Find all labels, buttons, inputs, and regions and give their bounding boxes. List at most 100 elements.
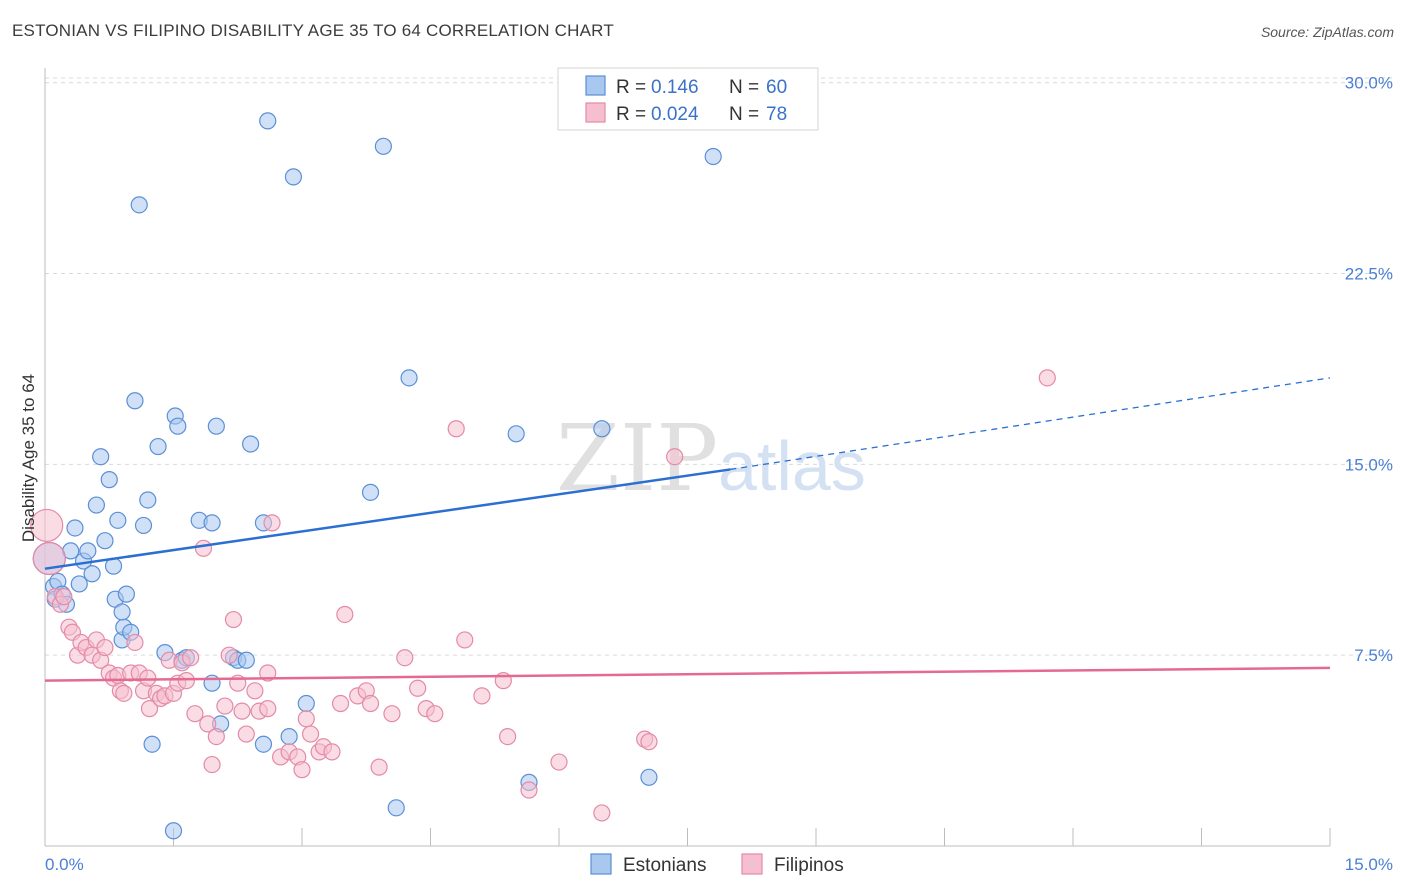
chart-title: ESTONIAN VS FILIPINO DISABILITY AGE 35 T… xyxy=(12,21,614,40)
filipinos-point xyxy=(293,761,311,779)
filipinos-point xyxy=(216,697,234,715)
filipinos-point xyxy=(666,448,684,466)
estonians-point xyxy=(259,112,277,130)
filipinos-point xyxy=(383,705,401,723)
estonians-point xyxy=(237,651,255,669)
filipinos-point xyxy=(207,727,225,746)
filipinos-legend-swatch xyxy=(585,102,606,123)
legend: R = 0.146 N = 60 R = 0.024 N = 78 xyxy=(557,67,819,131)
filipinos-point xyxy=(473,687,491,705)
watermark-atlas: atlas xyxy=(718,427,866,505)
estonians-point xyxy=(242,435,260,453)
filipinos-point xyxy=(182,649,200,667)
estonians-point xyxy=(254,735,273,753)
estonians-point xyxy=(100,471,118,489)
estonians-point xyxy=(113,603,131,621)
estonians-legend-swatch xyxy=(585,75,606,96)
filipinos-point xyxy=(1038,369,1056,387)
filipinos-point xyxy=(126,633,144,652)
filipinos-point xyxy=(323,743,341,761)
y-tick-label: 22.5% xyxy=(1345,265,1393,284)
estonians-point xyxy=(280,727,298,746)
filipinos-point xyxy=(331,694,350,713)
filipinos-point xyxy=(550,753,568,771)
estonians-trend-line xyxy=(44,468,731,570)
filipinos-point xyxy=(426,705,444,723)
filipinos-point xyxy=(301,725,320,743)
trend-layer xyxy=(44,377,1331,682)
filipinos-point xyxy=(32,541,66,576)
estonians-point xyxy=(117,585,135,603)
estonians-point xyxy=(66,519,84,537)
estonians-point xyxy=(109,511,127,529)
filipinos-point xyxy=(140,700,159,718)
filipinos-point xyxy=(224,610,243,629)
legend-n-label: N = xyxy=(729,77,759,98)
filipinos-bottom-label: Filipinos xyxy=(774,855,844,876)
estonians-point xyxy=(134,516,153,535)
y-axis-title: Disability Age 35 to 64 xyxy=(19,374,38,542)
filipinos-point xyxy=(456,631,474,649)
estonians-point xyxy=(83,565,101,583)
estonians-point xyxy=(593,420,611,438)
y-tick-label: 30.0% xyxy=(1345,74,1393,93)
estonians-point xyxy=(704,147,722,166)
filipinos-point xyxy=(246,682,264,700)
estonians-point xyxy=(387,799,405,817)
estonians-point xyxy=(79,542,97,560)
filipinos-point xyxy=(499,727,517,746)
filipinos-point xyxy=(220,646,238,664)
estonians-point xyxy=(507,425,525,443)
estonians-trend-extension xyxy=(730,377,1331,471)
estonians-point xyxy=(374,137,392,155)
estonians-bottom-label: Estonians xyxy=(623,855,706,876)
filipinos-point xyxy=(30,508,64,543)
y-tick-label: 7.5% xyxy=(1354,646,1393,665)
estonians-point xyxy=(169,417,187,435)
filipinos-point xyxy=(520,781,538,799)
legend-n-value: 78 xyxy=(766,104,787,125)
estonians-point xyxy=(130,196,148,214)
estonians-point xyxy=(203,674,221,692)
filipinos-point xyxy=(139,669,157,687)
legend-r-value: 0.146 xyxy=(651,77,699,98)
legend-r-label: R = xyxy=(616,77,646,98)
estonians-bottom-swatch xyxy=(590,853,612,875)
estonians-point xyxy=(164,822,183,840)
grid-layer xyxy=(45,77,1392,656)
estonians-point xyxy=(207,417,225,435)
watermark: ZIP atlas xyxy=(556,405,866,512)
estonians-point xyxy=(361,483,380,501)
filipinos-point xyxy=(237,725,255,743)
filipinos-point xyxy=(370,758,388,776)
filipinos-point xyxy=(194,539,213,557)
points-layer xyxy=(30,112,1056,840)
x-tick-label: 15.0% xyxy=(1345,855,1393,874)
estonians-point xyxy=(126,392,144,410)
estonians-point xyxy=(284,168,303,186)
filipinos-point xyxy=(396,649,414,667)
filipinos-bottom-swatch xyxy=(741,853,763,875)
legend-r-label: R = xyxy=(616,104,646,125)
estonians-point xyxy=(203,514,221,532)
estonians-point xyxy=(640,768,658,786)
x-tick-label: 0.0% xyxy=(45,855,84,874)
filipinos-point xyxy=(177,672,195,690)
estonians-point xyxy=(92,448,110,466)
filipinos-point xyxy=(259,664,277,682)
estonians-point xyxy=(143,735,161,753)
filipinos-point xyxy=(409,679,427,697)
watermark-zip: ZIP xyxy=(556,405,718,512)
filipinos-point xyxy=(640,733,658,751)
y-tick-label: 15.0% xyxy=(1345,455,1393,474)
axis-layer: 7.5% 15.0% 22.5% 30.0% 0.0% 15.0% xyxy=(44,68,1393,874)
estonians-point xyxy=(70,575,88,593)
filipinos-point xyxy=(263,514,281,532)
filipinos-point xyxy=(115,684,133,702)
legend-n-label: N = xyxy=(729,104,759,125)
source-label: Source: ZipAtlas.com xyxy=(1260,24,1394,40)
filipinos-point xyxy=(96,638,114,657)
filipinos-point xyxy=(233,702,251,720)
filipinos-point xyxy=(55,588,73,606)
